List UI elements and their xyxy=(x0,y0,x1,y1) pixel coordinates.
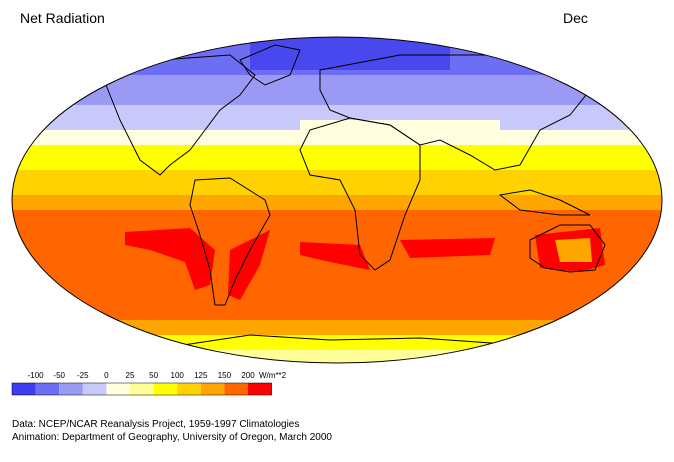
legend-frame xyxy=(11,382,272,396)
legend-swatch xyxy=(130,383,154,395)
legend-label: -100 xyxy=(28,371,45,380)
hot-patch xyxy=(300,242,370,270)
map-title: Net Radiation xyxy=(20,10,105,26)
legend-label: 100 xyxy=(171,371,185,380)
globe-outline xyxy=(11,36,663,364)
legend-swatch xyxy=(224,383,248,395)
month-label: Dec xyxy=(563,10,588,26)
warm-patch xyxy=(555,238,592,262)
legend-swatch xyxy=(82,383,107,395)
legend-label: 200 xyxy=(241,371,255,380)
band xyxy=(12,145,662,170)
band xyxy=(12,170,662,195)
hot-patch xyxy=(125,228,215,290)
credit-line: Animation: Department of Geography, Univ… xyxy=(12,432,332,443)
credit-line: Data: NCEP/NCAR Reanalysis Project, 1959… xyxy=(12,419,299,430)
band xyxy=(12,335,662,350)
band xyxy=(12,320,662,335)
legend-label: -50 xyxy=(53,371,65,380)
hot-patch xyxy=(400,238,495,258)
band xyxy=(12,350,662,363)
legend-unit: W/m**2 xyxy=(259,371,287,380)
legend-label: 0 xyxy=(104,371,109,380)
band xyxy=(12,195,662,210)
legend: -100 -50 -25 0 25 50 100 125 150 200 W/m**2 xyxy=(11,371,287,396)
legend-label: -25 xyxy=(77,371,89,380)
legend-swatch xyxy=(35,383,60,395)
legend-label: 25 xyxy=(126,371,135,380)
legend-label: 150 xyxy=(218,371,232,380)
legend-swatch xyxy=(12,383,36,395)
legend-swatch xyxy=(106,383,130,395)
legend-label: 50 xyxy=(149,371,158,380)
legend-swatch xyxy=(177,383,201,395)
band xyxy=(12,75,662,105)
legend-swatch xyxy=(153,383,178,395)
legend-swatch xyxy=(200,383,225,395)
legend-label: 125 xyxy=(194,371,208,380)
map-field xyxy=(12,37,662,363)
legend-swatch xyxy=(59,383,83,395)
legend-swatch xyxy=(248,383,272,395)
hot-patch xyxy=(228,230,270,300)
